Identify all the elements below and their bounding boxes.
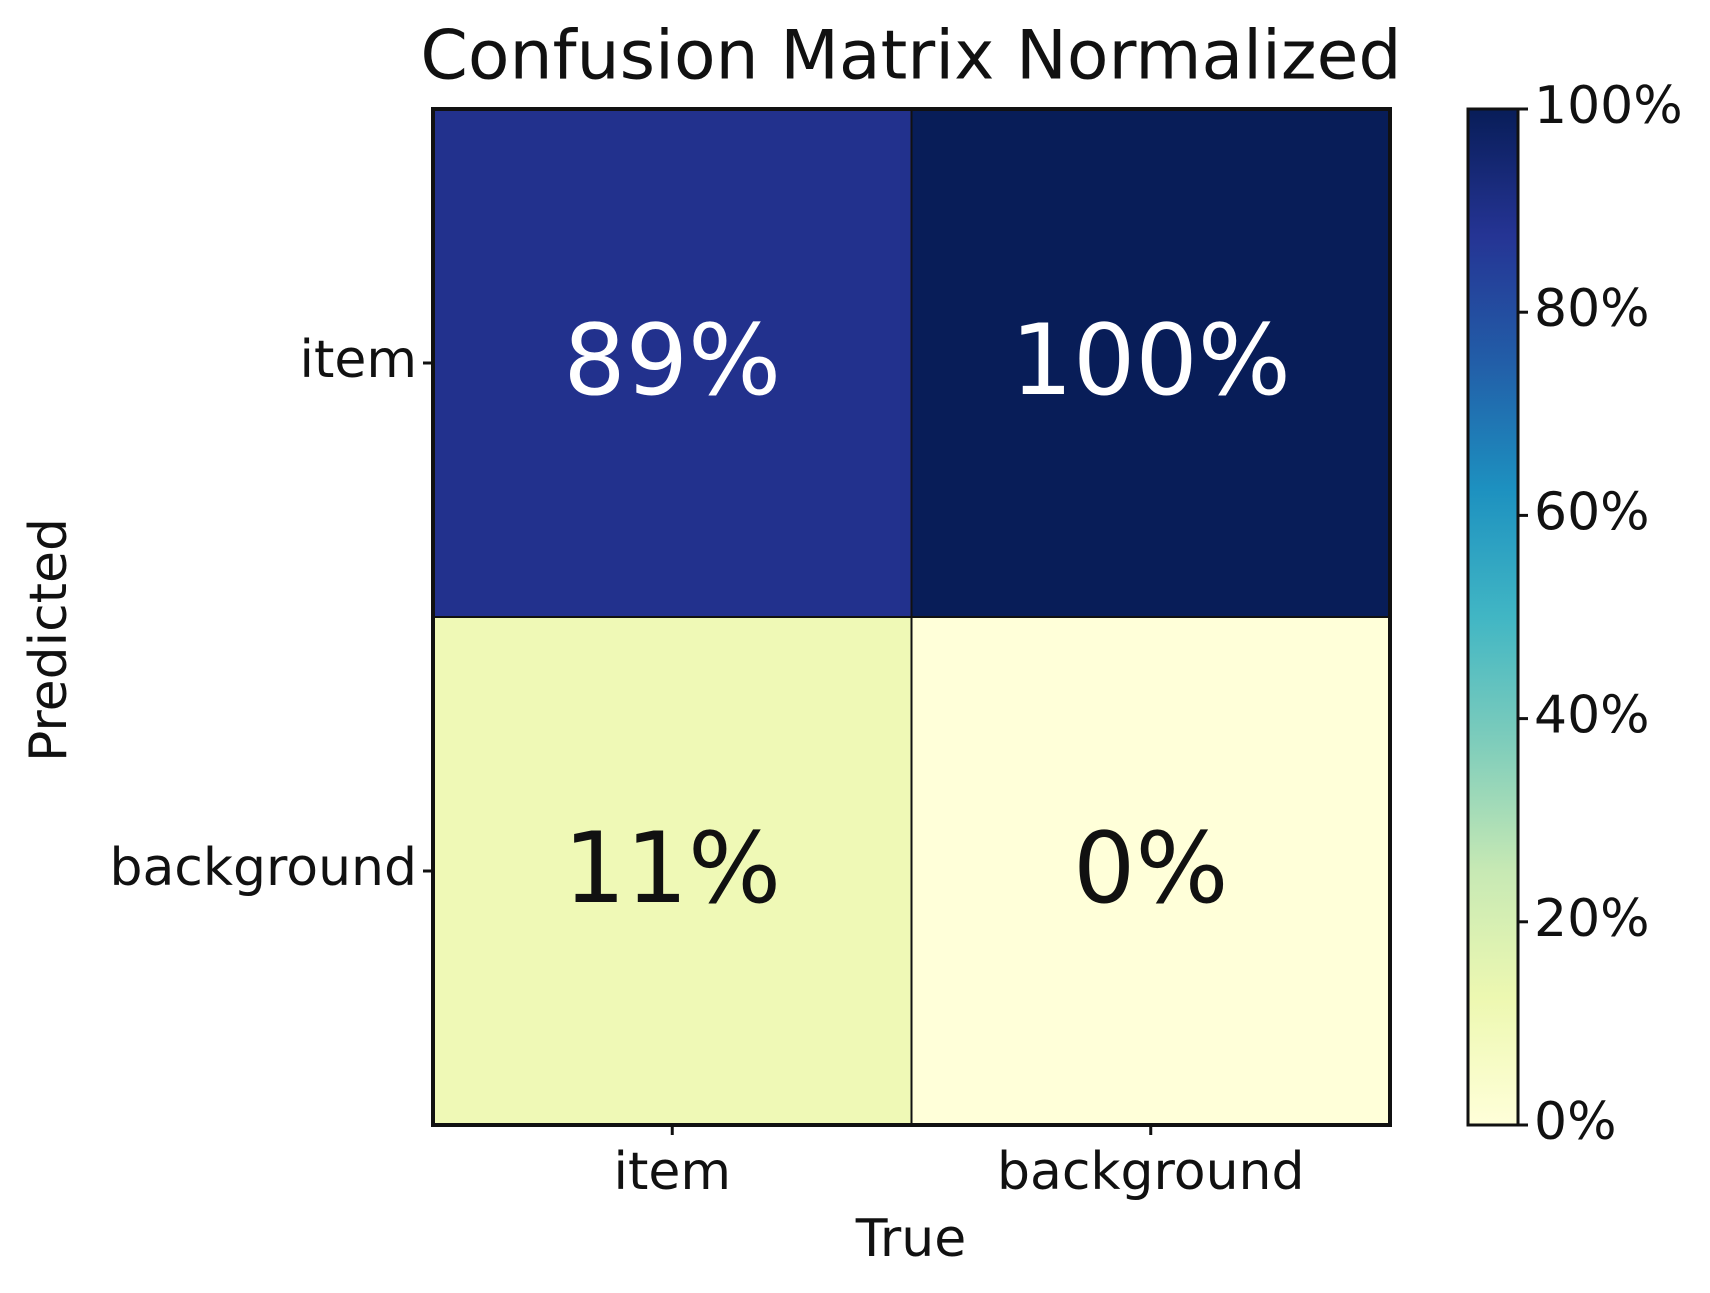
heatmap-cell bbox=[432, 108, 913, 618]
colorbar-tick-label: 40% bbox=[1534, 686, 1650, 746]
x-tick-label: background bbox=[997, 1142, 1305, 1202]
y-tick-label: item bbox=[300, 330, 417, 390]
heatmap-cell bbox=[910, 616, 1391, 1126]
cell-value-label: 100% bbox=[1011, 304, 1291, 418]
x-axis-label: True bbox=[855, 1209, 966, 1269]
colorbar-tick-label: 60% bbox=[1534, 482, 1650, 542]
heatmap-cell bbox=[432, 616, 913, 1126]
y-axis-label: Predicted bbox=[19, 518, 79, 762]
plot-frame bbox=[431, 107, 1392, 1127]
colorbar-tick-label: 20% bbox=[1534, 889, 1650, 949]
colorbar-tick-label: 0% bbox=[1534, 1092, 1617, 1152]
colorbar-tick-label: 100% bbox=[1534, 76, 1683, 136]
y-tick-label: background bbox=[109, 838, 417, 898]
cell-value-label: 11% bbox=[563, 812, 781, 926]
colorbar bbox=[1466, 107, 1520, 1127]
heatmap-cell bbox=[910, 108, 1391, 618]
colorbar-tick-label: 80% bbox=[1534, 279, 1650, 339]
cell-value-label: 0% bbox=[1073, 812, 1228, 926]
cell-value-label: 89% bbox=[563, 304, 781, 418]
x-tick-label: item bbox=[614, 1142, 731, 1202]
chart-title: Confusion Matrix Normalized bbox=[420, 17, 1401, 96]
